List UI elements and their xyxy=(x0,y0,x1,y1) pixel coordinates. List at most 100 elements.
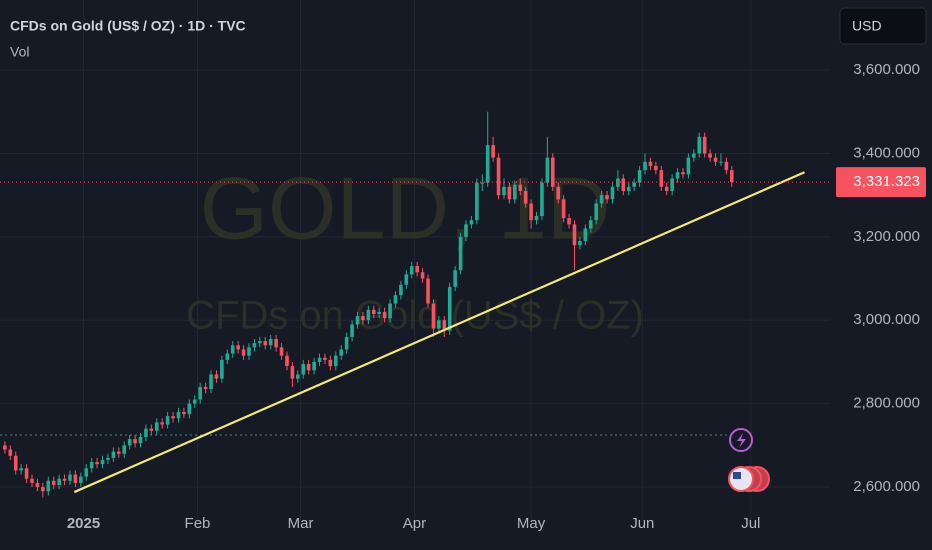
candle-body xyxy=(8,449,13,456)
candle-body xyxy=(187,403,192,415)
candle-body xyxy=(366,309,371,321)
candle-body xyxy=(578,241,582,246)
candle-body xyxy=(415,266,419,273)
candle-body xyxy=(241,349,246,356)
plot-area xyxy=(0,111,830,498)
y-tick-label: 2,600.000 xyxy=(853,478,920,495)
candle-body xyxy=(708,153,712,158)
candle-body xyxy=(724,161,729,171)
candle-body xyxy=(393,295,398,304)
candle-body xyxy=(621,178,626,191)
candle-body xyxy=(122,445,127,454)
candle-body xyxy=(296,374,300,379)
y-tick-label: 3,000.000 xyxy=(853,311,920,328)
candle-body xyxy=(247,347,251,356)
candle-body xyxy=(160,422,165,425)
candle-body xyxy=(643,161,647,171)
candle-body xyxy=(491,145,495,158)
candle-body xyxy=(588,220,593,229)
candle-body xyxy=(529,203,533,221)
candle-body xyxy=(285,355,289,367)
candle-body xyxy=(675,172,680,179)
candle-body xyxy=(409,266,414,275)
candle-body xyxy=(453,270,457,287)
candle-body xyxy=(480,182,485,184)
candle-body xyxy=(605,195,609,200)
candle-body xyxy=(258,341,262,344)
candle-body xyxy=(632,182,636,187)
candle-body xyxy=(572,224,577,246)
candle-body xyxy=(599,195,604,204)
candle-body xyxy=(306,364,311,371)
y-tick-label: 3,400.000 xyxy=(853,144,920,161)
candle-body xyxy=(68,474,72,481)
y-tick-label: 3,600.000 xyxy=(853,61,920,78)
candle-body xyxy=(355,316,360,325)
candle-body xyxy=(73,474,78,483)
candle-body xyxy=(637,170,642,183)
candle-body xyxy=(24,468,29,479)
currency-label[interactable]: USD xyxy=(852,18,882,34)
candle-body xyxy=(540,182,544,217)
candle-body xyxy=(79,476,83,483)
y-tick-label: 3,200.000 xyxy=(853,228,920,245)
last-price-label: 3,331.323 xyxy=(853,173,920,190)
candle-body xyxy=(209,374,213,390)
currency-button[interactable] xyxy=(839,7,927,45)
candle-body xyxy=(545,157,550,183)
candle-body xyxy=(550,157,555,187)
x-tick-label: Apr xyxy=(403,515,426,532)
candle-body xyxy=(659,170,664,187)
price-axis: 2,600.000 2,800.000 3,000.000 3,200.000 3,40… xyxy=(67,61,926,532)
candle-body xyxy=(730,170,734,183)
candle-body xyxy=(371,309,376,315)
candle-body xyxy=(610,186,615,200)
flag-canton xyxy=(733,472,741,479)
candle-body xyxy=(51,480,56,485)
candle-body xyxy=(46,480,51,492)
candle-body xyxy=(144,428,148,438)
candle-body xyxy=(225,353,230,360)
candle-body xyxy=(686,157,691,175)
candle-body xyxy=(670,178,674,191)
candle-body xyxy=(62,478,67,481)
candle-body xyxy=(41,487,45,492)
x-tick-label: 2025 xyxy=(67,515,100,532)
candle-body xyxy=(713,157,718,162)
candle-body xyxy=(567,218,571,225)
candle-body xyxy=(236,345,240,350)
candle-body xyxy=(149,428,154,431)
candle-body xyxy=(100,459,105,465)
candle-body xyxy=(165,416,170,425)
candle-body xyxy=(30,478,34,483)
candle-body xyxy=(138,437,143,444)
candle-body xyxy=(328,359,333,367)
candle-body xyxy=(84,468,89,477)
candle-body xyxy=(230,345,235,354)
candle-body xyxy=(594,203,598,221)
candle-body xyxy=(534,216,539,221)
candle-body xyxy=(692,153,696,158)
event-icons[interactable] xyxy=(728,428,770,492)
candle-body xyxy=(469,220,474,225)
candle-body xyxy=(502,186,506,196)
candle-body xyxy=(214,374,219,379)
candle-body xyxy=(702,136,707,154)
x-tick-label: May xyxy=(517,515,546,532)
candle-body xyxy=(171,416,175,419)
candle-body xyxy=(154,422,159,431)
candle-body xyxy=(681,172,685,175)
candle-body xyxy=(203,386,208,390)
candle-body xyxy=(182,411,186,415)
candle-body xyxy=(361,316,365,321)
candle-body xyxy=(377,311,381,315)
candle-body xyxy=(496,157,501,196)
lightning-glyph xyxy=(737,433,746,448)
candle-body xyxy=(344,336,349,350)
candle-body xyxy=(420,272,425,279)
x-tick-label: Feb xyxy=(185,515,211,532)
candle-body xyxy=(507,186,512,200)
candle-body xyxy=(317,357,322,362)
candle-body xyxy=(274,339,278,348)
